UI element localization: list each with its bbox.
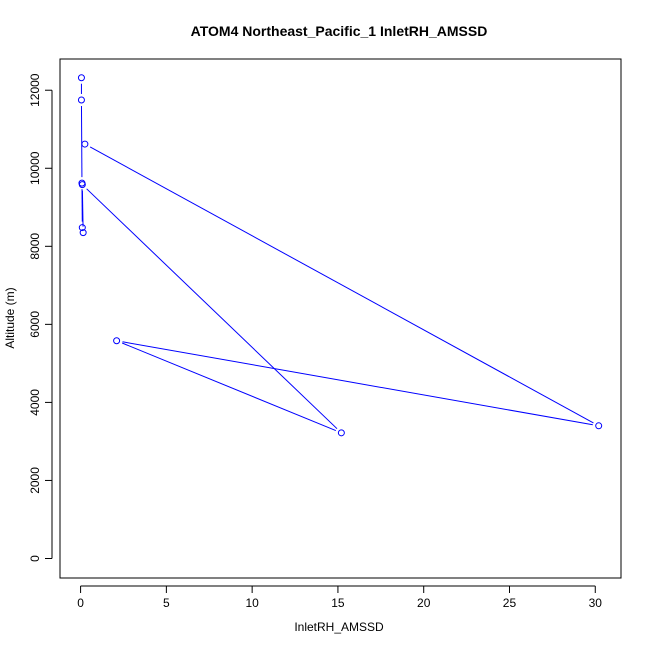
series-segment bbox=[122, 341, 593, 426]
y-tick-label: 10000 bbox=[28, 151, 42, 185]
data-point bbox=[337, 429, 345, 437]
series-segment bbox=[86, 188, 338, 430]
series-segment bbox=[121, 342, 336, 432]
x-tick-label: 30 bbox=[589, 596, 603, 610]
x-axis: 0 5 10 15 20 25 30 bbox=[77, 585, 603, 610]
data-point bbox=[81, 140, 89, 148]
y-axis: 0 2000 4000 6000 8000 10000 12000 bbox=[28, 73, 53, 562]
data-point bbox=[595, 422, 603, 430]
y-tick-label: 6000 bbox=[28, 311, 42, 338]
y-tick-label: 12000 bbox=[28, 73, 42, 107]
series-segment bbox=[89, 146, 594, 424]
data-point bbox=[79, 229, 87, 237]
plot-frame bbox=[59, 58, 622, 579]
y-axis-label: Altitude (m) bbox=[3, 287, 17, 348]
x-tick-label: 20 bbox=[417, 596, 431, 610]
y-tick-label: 8000 bbox=[28, 233, 42, 260]
series-layer bbox=[77, 74, 603, 437]
data-point bbox=[113, 337, 121, 345]
y-tick-label: 0 bbox=[28, 555, 42, 562]
x-tick-label: 25 bbox=[503, 596, 517, 610]
x-tick-label: 0 bbox=[77, 596, 84, 610]
chart-title: ATOM4 Northeast_Pacific_1 InletRH_AMSSD bbox=[191, 23, 488, 39]
y-tick-label: 2000 bbox=[28, 467, 42, 494]
x-tick-label: 5 bbox=[163, 596, 170, 610]
x-tick-label: 10 bbox=[245, 596, 259, 610]
data-point bbox=[77, 96, 85, 104]
x-axis-label: InletRH_AMSSD bbox=[294, 620, 384, 634]
x-tick-label: 15 bbox=[331, 596, 345, 610]
y-tick-label: 4000 bbox=[28, 389, 42, 416]
data-point bbox=[77, 74, 85, 82]
series-segment bbox=[81, 190, 84, 227]
data-point bbox=[78, 181, 86, 189]
data-point bbox=[78, 224, 86, 232]
